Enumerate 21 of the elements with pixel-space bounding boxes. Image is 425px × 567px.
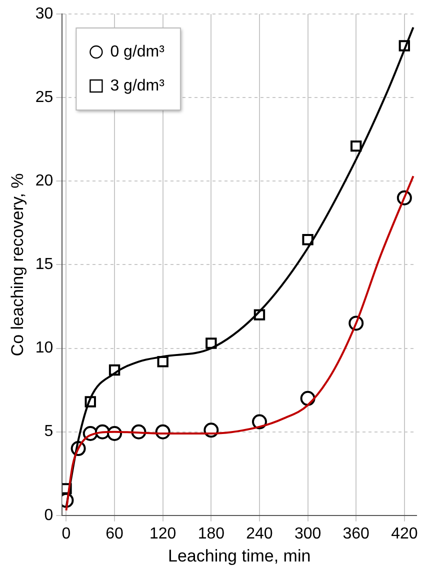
- y-tick-label: 20: [35, 172, 54, 190]
- x-axis-title: Leaching time, min: [168, 546, 311, 566]
- line-series: [65, 175, 414, 512]
- y-tick-label: 30: [35, 5, 54, 22]
- y-tick-label: 25: [35, 88, 54, 106]
- x-tick-label: 0: [62, 525, 71, 542]
- y-tick-label: 0: [44, 506, 54, 524]
- x-tick-label: 120: [150, 525, 176, 542]
- legend-label: 0 g/dm³: [110, 43, 166, 60]
- x-tick-label: 360: [342, 525, 370, 542]
- x-tick-label: 60: [106, 525, 124, 542]
- x-tick-label: 300: [294, 525, 322, 542]
- x-tick-label: 420: [391, 525, 418, 542]
- legend-label: 3 g/dm³: [110, 77, 166, 94]
- x-tick-label: 240: [246, 525, 273, 542]
- y-tick-label: 5: [44, 423, 54, 440]
- y-tick-label: 10: [35, 340, 54, 357]
- point: [350, 140, 362, 152]
- y-axis-title: Co leaching recovery, %: [8, 173, 27, 356]
- x-tick-label: 180: [198, 525, 225, 542]
- y-tick-label: 15: [35, 256, 54, 274]
